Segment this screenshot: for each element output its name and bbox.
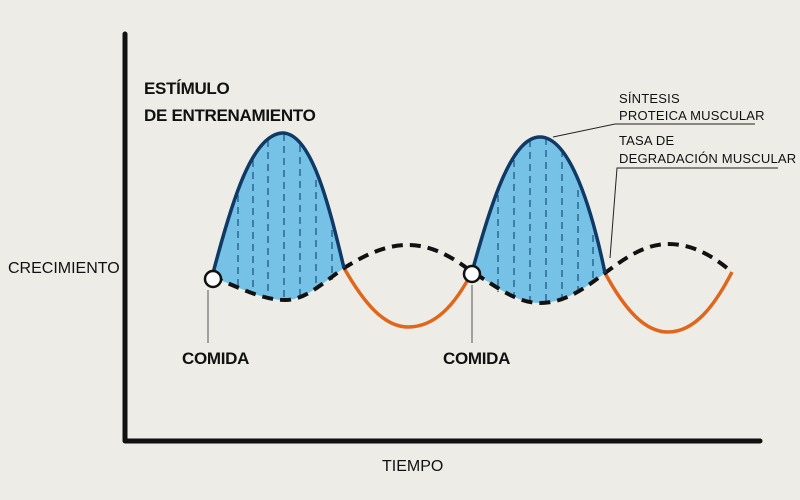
synthesis-curve-2	[470, 135, 607, 274]
chart-axes	[122, 31, 763, 444]
synthesis-label-line-2: PROTEICA MUSCULAR	[619, 108, 765, 123]
synthesis-hatch-lines-1	[237, 134, 333, 299]
meal-marker-2	[462, 264, 482, 284]
synthesis-fill-area-1	[212, 132, 344, 300]
synthesis-hatch-lines-2	[497, 138, 594, 302]
meal-label-2: COMIDA	[443, 349, 511, 368]
synthesis-curve-1	[210, 131, 346, 278]
y-axis-label: CRECIMIENTO	[8, 260, 120, 277]
synthesis-label-line-1: SÍNTESIS	[619, 91, 680, 106]
title-line-1: ESTÍMULO	[144, 79, 230, 98]
synthesis-fill-area-2	[472, 137, 605, 303]
synthesis-leader-line	[552, 123, 755, 138]
breakdown-label-line-1: TASA DE	[619, 133, 675, 148]
x-axis-label: TIEMPO	[382, 458, 444, 475]
title-line-2: DE ENTRENAMIENTO	[144, 106, 316, 125]
meal-marker-1	[203, 269, 223, 289]
breakdown-label-line-2: DEGRADACIÓN MUSCULAR	[619, 151, 797, 166]
breakdown-leader-line	[609, 167, 778, 259]
net-loss-curve-1	[342, 267, 474, 329]
net-loss-curve-2	[603, 271, 734, 334]
meal-label-1: COMIDA	[182, 349, 250, 368]
breakdown-rate-curve	[211, 241, 734, 306]
